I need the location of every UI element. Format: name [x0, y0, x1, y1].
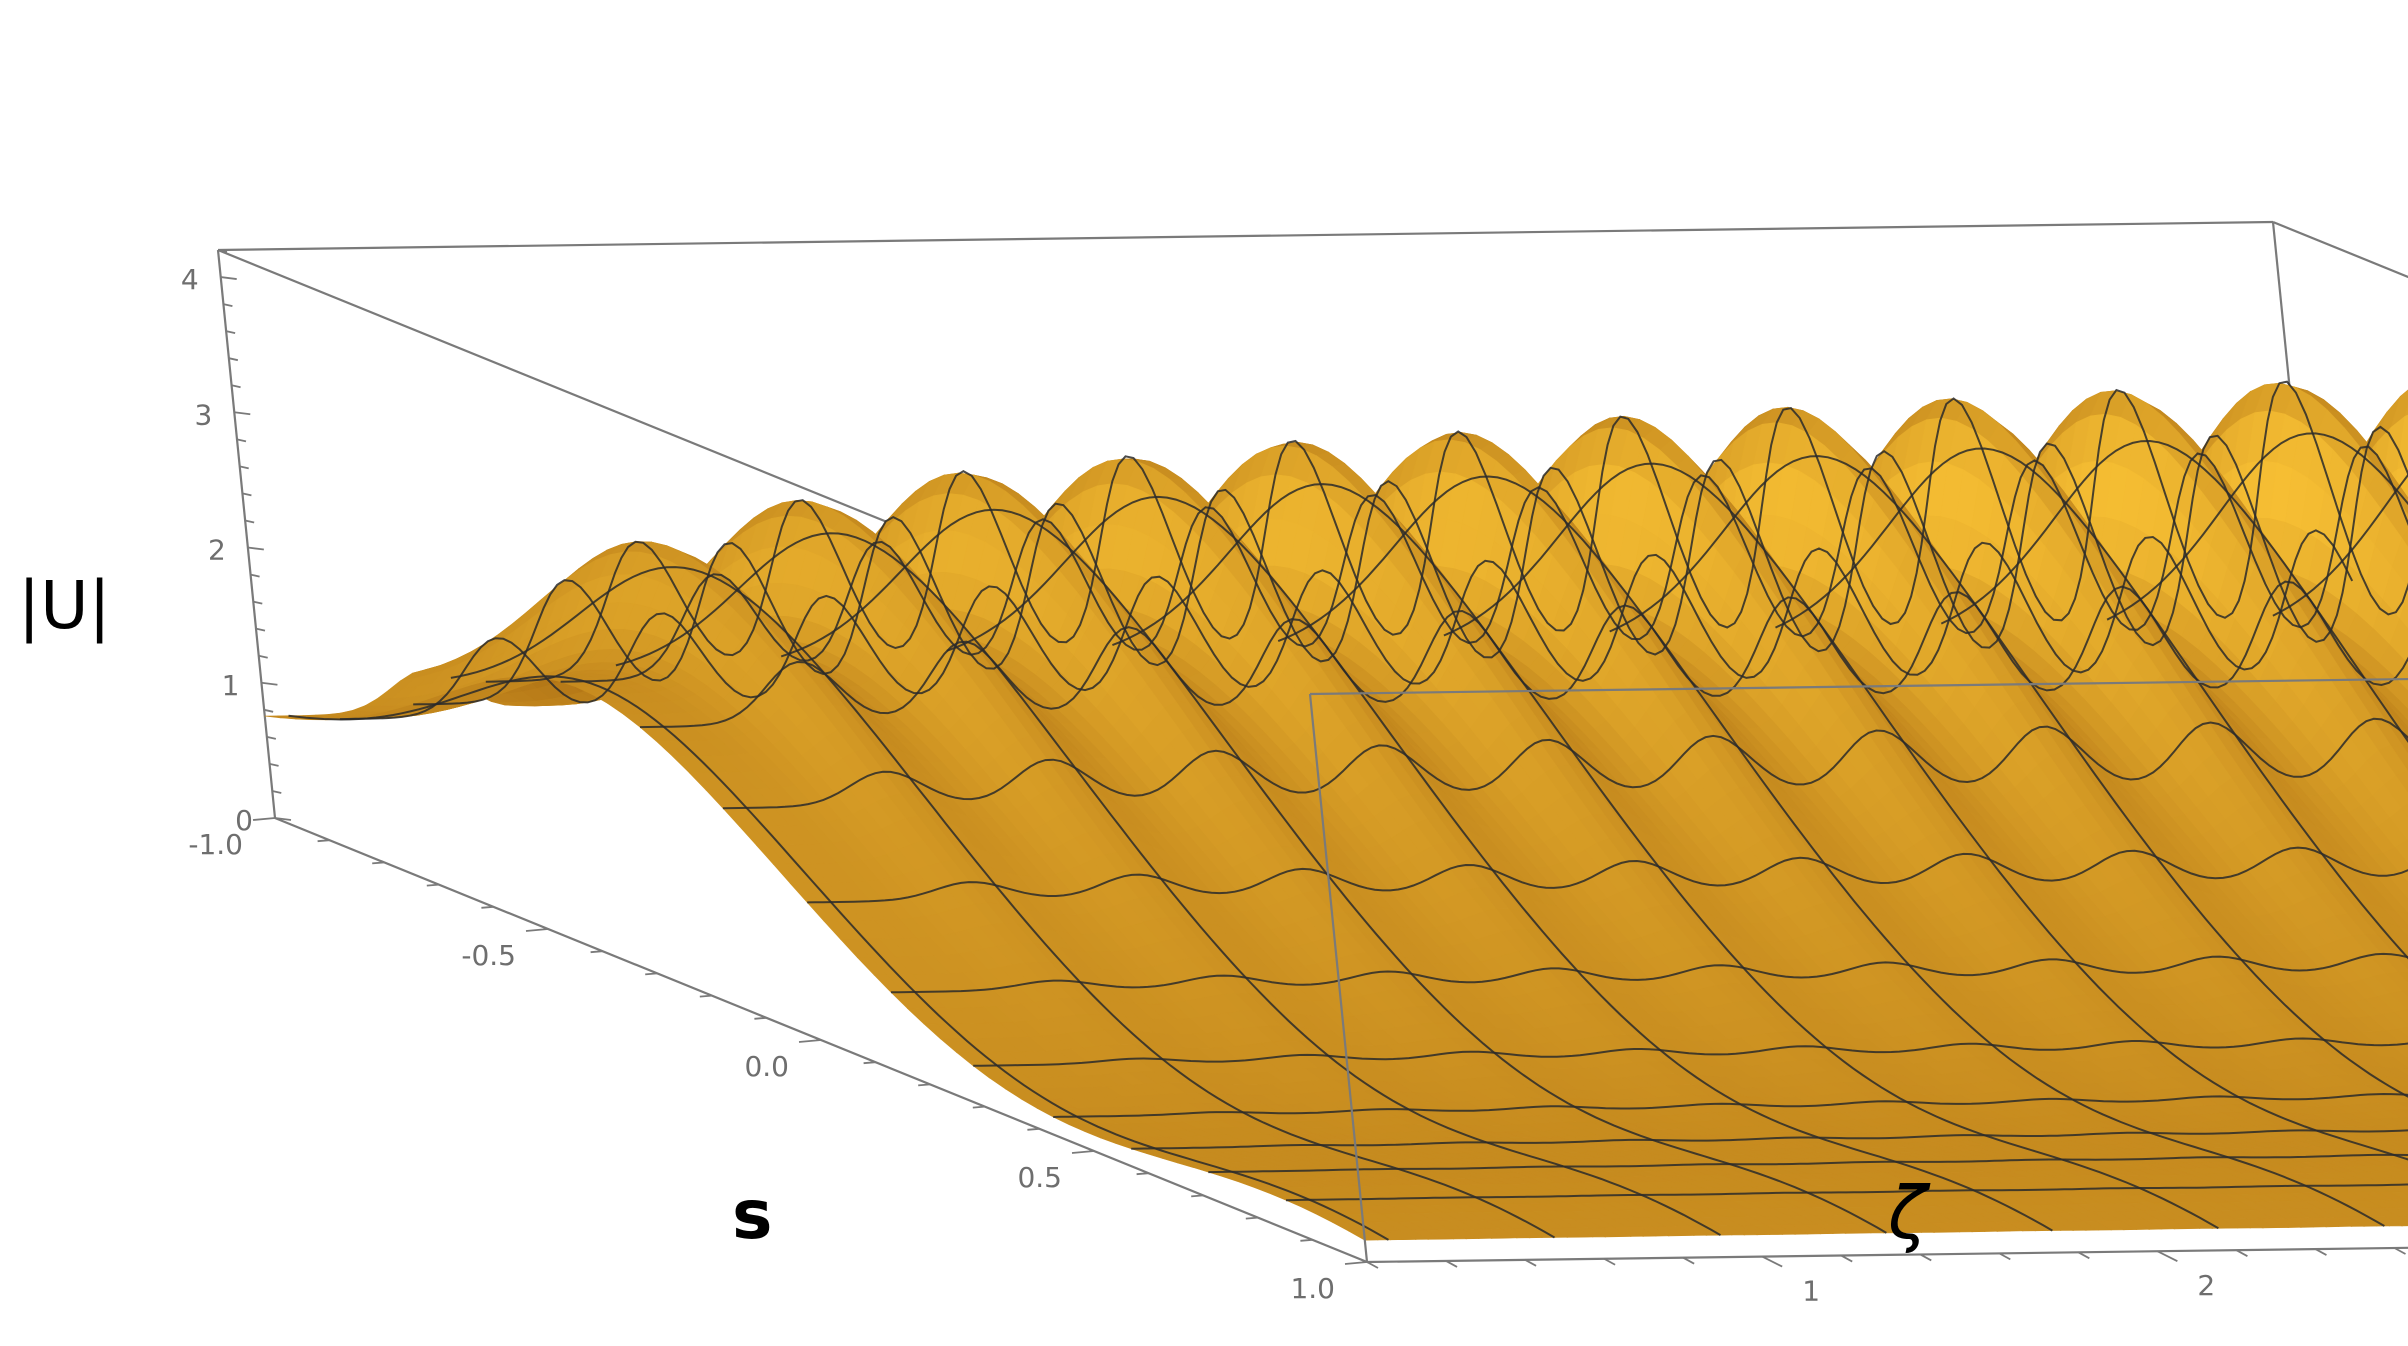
surface [264, 380, 2408, 1241]
surface-patch [2404, 404, 2408, 418]
box-edge-back [216, 249, 277, 819]
box-edge-back [217, 220, 2274, 252]
surface-patch [2401, 528, 2408, 548]
surface-patch [2399, 592, 2408, 630]
